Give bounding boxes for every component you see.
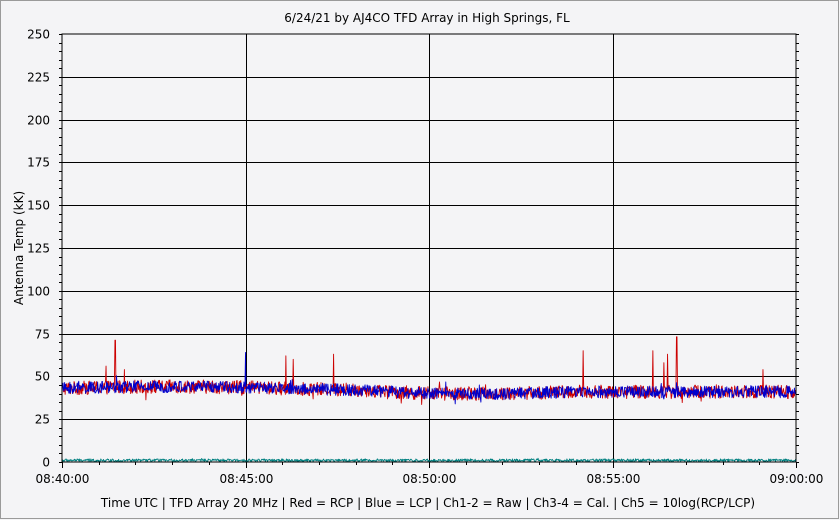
y-tick-label: 225: [27, 71, 50, 85]
x-tick-label: 08:55:00: [587, 472, 641, 486]
x-axis-tick-labels: 08:40:00 08:45:00 08:50:00 08:55:00 09:00:00: [36, 472, 824, 486]
minor-ticks: [59, 34, 799, 468]
series-lcp-line: [61, 351, 797, 405]
x-tick-label: 09:00:00: [770, 472, 824, 486]
grid: [62, 34, 796, 462]
series-ch5-line: [61, 457, 797, 463]
y-tick-label: 75: [35, 328, 50, 342]
y-tick-label: 0: [42, 456, 50, 470]
y-axis-tick-labels: 0 25 50 75 100 125 150 175 200 225 250: [27, 28, 50, 470]
y-tick-label: 100: [27, 285, 50, 299]
y-axis-label: Antenna Temp (kK): [12, 191, 26, 305]
x-tick-label: 08:40:00: [36, 472, 90, 486]
series-layer: [61, 336, 797, 463]
y-tick-label: 50: [35, 370, 50, 384]
y-tick-label: 150: [27, 199, 50, 213]
y-tick-label: 125: [27, 242, 50, 256]
y-tick-label: 250: [27, 28, 50, 42]
y-tick-label: 25: [35, 413, 50, 427]
y-tick-label: 200: [27, 114, 50, 128]
y-tick-label: 175: [27, 156, 50, 170]
chart-title: 6/24/21 by AJ4CO TFD Array in High Sprin…: [284, 11, 570, 25]
x-tick-label: 08:45:00: [220, 472, 274, 486]
x-tick-label: 08:50:00: [403, 472, 457, 486]
x-axis-label: Time UTC | TFD Array 20 MHz | Red = RCP …: [100, 496, 755, 510]
